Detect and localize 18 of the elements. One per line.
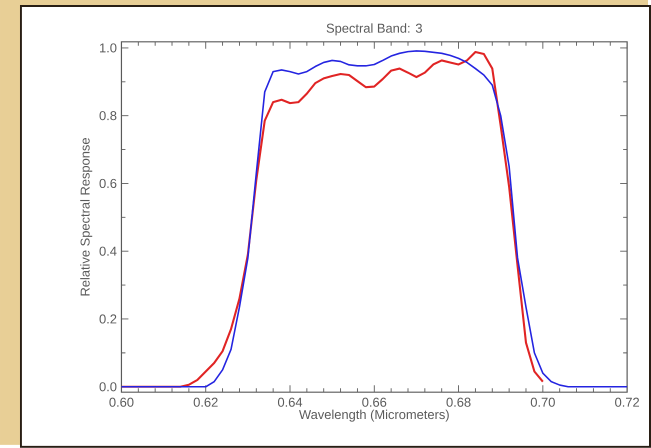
- y-tick-label: 0.2: [100, 314, 116, 324]
- x-tick-label: 0.66: [362, 398, 386, 407]
- x-tick-label: 0.72: [615, 398, 640, 407]
- y-tick-label: 0.6: [100, 178, 116, 188]
- y-tick-label: 0.4: [100, 246, 117, 256]
- x-tick-label: 0.68: [446, 398, 471, 407]
- line-series: [121, 50, 544, 388]
- x-tick-label: 0.64: [278, 398, 302, 407]
- x-axis-title: Wavelength (Micrometers): [299, 410, 449, 422]
- x-tick-label: 0.62: [194, 398, 218, 407]
- line-series: [121, 50, 628, 388]
- x-tick-label: 0.70: [530, 398, 555, 407]
- x-tick-label: 0.60: [109, 398, 134, 407]
- chart-title: Spectral Band: 3: [326, 23, 422, 36]
- y-tick-label: 0.8: [100, 111, 116, 120]
- y-tick-label: 1.0: [100, 43, 116, 52]
- y-tick-label: 0.0: [100, 382, 116, 392]
- y-axis-title: Relative Spectral Response: [80, 138, 92, 296]
